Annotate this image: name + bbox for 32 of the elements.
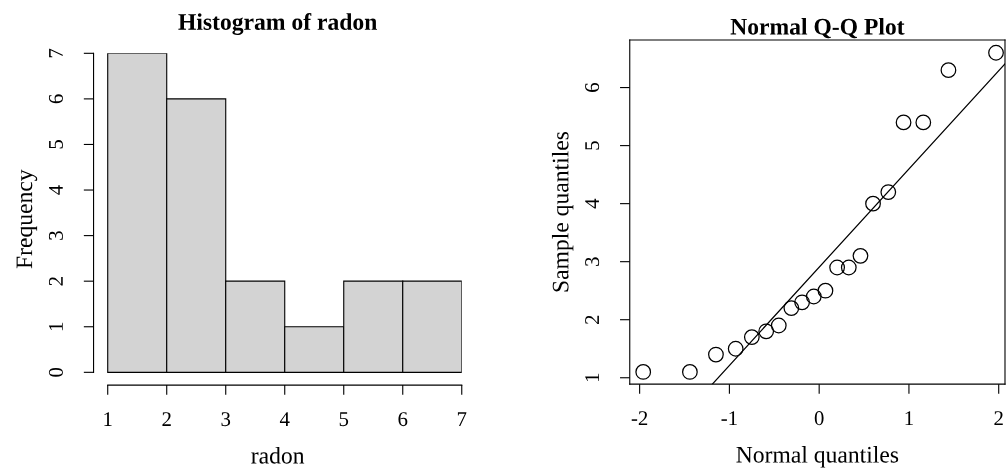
y-tick-label: 4 <box>585 198 599 209</box>
x-axis-title: Normal quantiles <box>736 446 899 468</box>
y-tick-label: 4 <box>49 185 63 195</box>
x-tick-label: 6 <box>398 412 408 427</box>
x-tick-label: 0 <box>814 411 824 426</box>
y-tick-label: 3 <box>585 257 600 266</box>
y-tick-label: 0 <box>48 367 63 377</box>
y-tick-label: 2 <box>585 315 599 325</box>
y-tick-label: 6 <box>48 94 63 104</box>
x-tick-label: 1 <box>104 412 112 426</box>
y-tick-label: 1 <box>585 373 599 382</box>
y-axis-title: Frequency <box>16 169 38 269</box>
x-tick-label: -2 <box>631 411 648 425</box>
y-tick-label: 6 <box>585 82 600 92</box>
y-tick-label: 1 <box>48 322 63 331</box>
x-axis-title: radon <box>251 447 305 464</box>
x-tick-label: -1 <box>721 411 737 425</box>
x-tick-label: 5 <box>339 412 349 427</box>
x-tick-label: 7 <box>457 412 467 426</box>
x-tick-label: 4 <box>279 412 290 426</box>
y-axis-title: Sample quantiles <box>551 131 574 292</box>
chart-title: Histogram of radon <box>178 13 377 35</box>
chart-title: Normal Q-Q Plot <box>730 18 905 39</box>
x-tick-label: 2 <box>994 411 1003 425</box>
x-tick-label: 3 <box>221 412 231 427</box>
x-tick-label: 1 <box>905 411 913 425</box>
y-tick-label: 3 <box>48 231 63 240</box>
y-tick-label: 7 <box>49 48 63 58</box>
y-tick-label: 2 <box>48 277 63 286</box>
x-tick-label: 2 <box>162 412 171 426</box>
y-tick-label: 5 <box>585 141 600 150</box>
y-tick-label: 5 <box>49 140 63 149</box>
